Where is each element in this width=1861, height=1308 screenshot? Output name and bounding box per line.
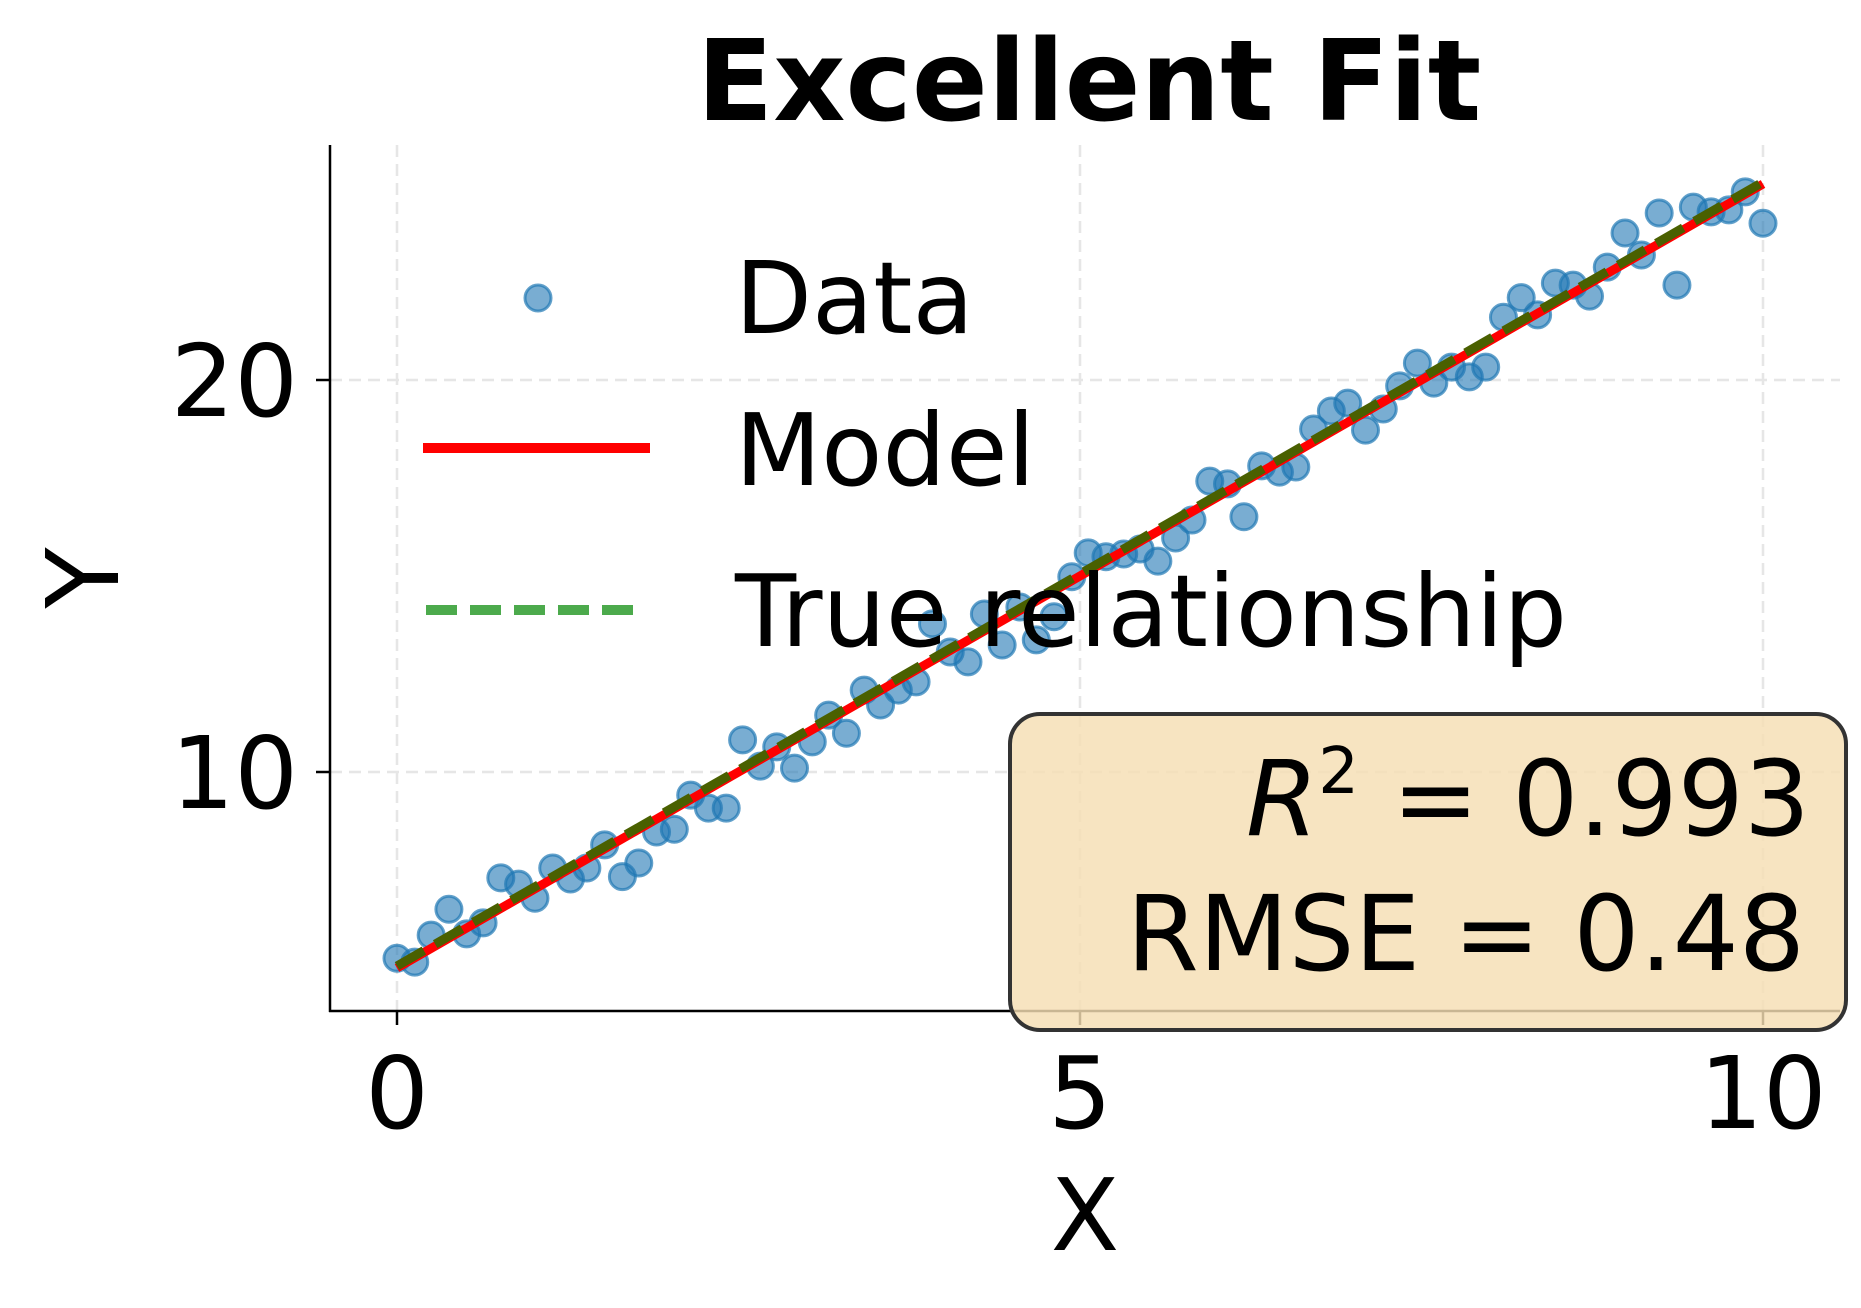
data-point bbox=[711, 793, 741, 823]
legend-label-data: Data bbox=[735, 240, 974, 357]
x-tick-label: 0 bbox=[365, 1035, 429, 1152]
y-axis-label: Y bbox=[25, 547, 142, 610]
x-tick-label: 10 bbox=[1699, 1035, 1826, 1152]
data-point bbox=[1333, 388, 1363, 418]
data-point bbox=[987, 630, 1017, 660]
data-point bbox=[728, 725, 758, 755]
r-squared-annotation: R2 = 0.993 bbox=[1246, 735, 1810, 860]
data-point bbox=[780, 753, 810, 783]
legend-label-true-relationship: True relationship bbox=[734, 553, 1567, 670]
stats-box: R2 = 0.993 RMSE = 0.48 bbox=[1008, 712, 1848, 1032]
model-line bbox=[394, 180, 1766, 972]
data-point bbox=[624, 848, 654, 878]
data-point bbox=[1471, 352, 1501, 382]
data-point bbox=[659, 814, 689, 844]
data-point bbox=[1610, 218, 1640, 248]
y-tick-label: 20 bbox=[171, 323, 298, 440]
stats-box-background bbox=[1008, 712, 1848, 1032]
data-point bbox=[917, 609, 947, 639]
data-point bbox=[1748, 208, 1778, 238]
data-point bbox=[1644, 198, 1674, 228]
data-point bbox=[1662, 270, 1692, 300]
x-axis-label: X bbox=[1051, 1157, 1120, 1274]
data-point bbox=[1143, 546, 1173, 576]
rmse-annotation: RMSE = 0.48 bbox=[1126, 873, 1805, 995]
fit-lines bbox=[394, 178, 1766, 972]
data-point bbox=[1402, 348, 1432, 378]
legend-data-marker-icon bbox=[523, 283, 553, 313]
data-point bbox=[1021, 625, 1051, 655]
legend: Data Model True relationship bbox=[423, 240, 1567, 670]
data-point bbox=[1039, 602, 1069, 632]
data-point bbox=[1506, 283, 1536, 313]
chart-title: Excellent Fit bbox=[697, 17, 1482, 147]
data-point bbox=[434, 894, 464, 924]
x-axis-ticks: 0 5 10 bbox=[365, 1011, 1827, 1152]
data-point bbox=[953, 647, 983, 677]
legend-label-model: Model bbox=[735, 392, 1035, 509]
x-tick-label: 5 bbox=[1048, 1035, 1112, 1152]
data-point bbox=[1229, 502, 1259, 532]
y-tick-label: 10 bbox=[171, 715, 298, 832]
y-axis-ticks: 10 20 bbox=[171, 323, 330, 832]
data-point bbox=[831, 718, 861, 748]
